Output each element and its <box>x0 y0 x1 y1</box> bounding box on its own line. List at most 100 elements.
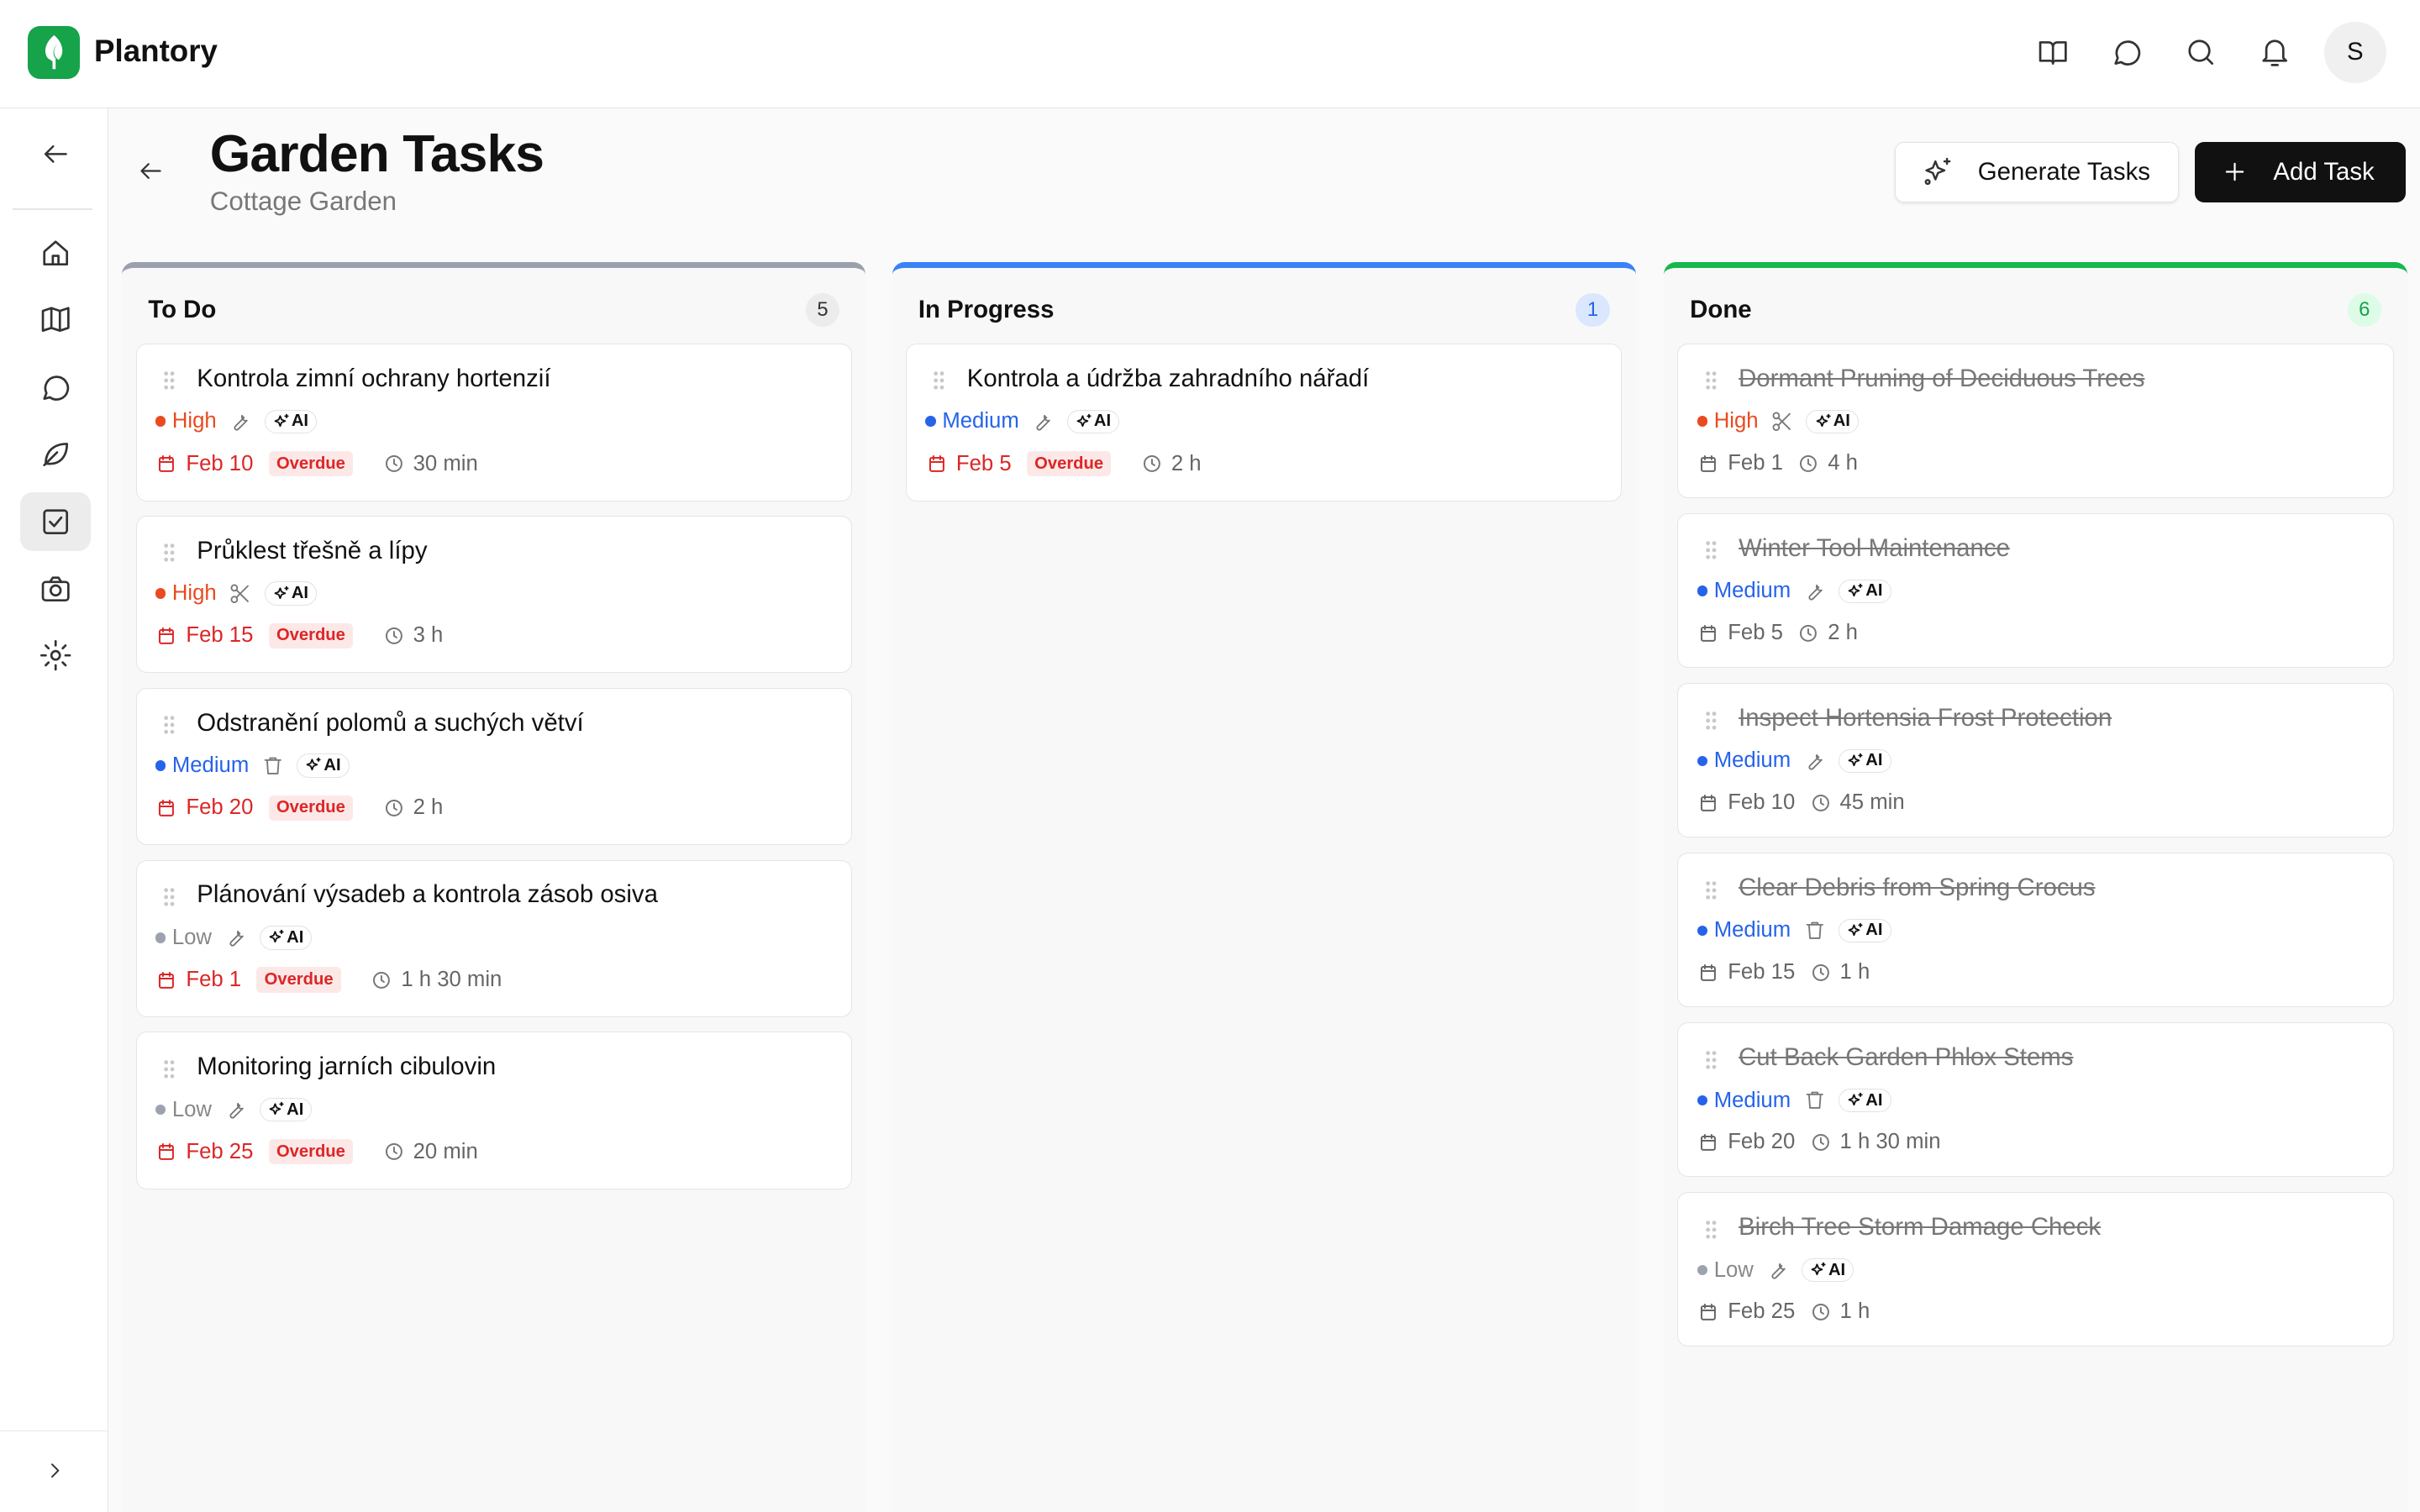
task-title: Kontrola zimní ochrany hortenzií <box>197 365 551 393</box>
column-done: Done 6 Dormant Pruning of Deciduous Tree… <box>1663 262 2408 1512</box>
ai-badge: AI <box>1839 579 1891 604</box>
page-back-icon[interactable] <box>137 157 165 192</box>
message-icon[interactable] <box>2110 35 2144 69</box>
task-card[interactable]: Cut Back Garden Phlox Stems Medium AI Fe… <box>1677 1022 2394 1178</box>
plantory-logo[interactable] <box>28 26 81 79</box>
wrench-icon <box>1808 754 1823 770</box>
avatar[interactable]: S <box>2324 21 2386 84</box>
due-date: Feb 10 <box>1728 790 1796 815</box>
drag-handle-icon[interactable] <box>163 887 176 907</box>
priority-label: Medium <box>1713 579 1791 603</box>
task-title: Birch Tree Storm Damage Check <box>1739 1213 2102 1242</box>
duration: 1 h 30 min <box>1839 1130 1941 1154</box>
priority-label: High <box>1713 409 1759 433</box>
sparkles-icon <box>1848 922 1863 936</box>
due-date: Feb 25 <box>186 1139 254 1163</box>
task-card[interactable]: Průklest třešně a lípy High AI Feb 15 Ov… <box>135 516 852 674</box>
drag-handle-icon[interactable] <box>163 370 176 391</box>
calendar-icon <box>1701 1303 1717 1320</box>
clock-icon <box>1812 963 1829 981</box>
task-card[interactable]: Odstranění polomů a suchých větví Medium… <box>135 687 852 846</box>
duration: 1 h <box>1839 1299 1870 1324</box>
sparkles-icon <box>1848 583 1863 596</box>
clock-icon <box>1812 794 1829 811</box>
ai-badge: AI <box>297 753 350 778</box>
priority-dot <box>155 416 166 428</box>
priority-dot <box>1697 1095 1708 1106</box>
task-card[interactable]: Dormant Pruning of Deciduous Trees High … <box>1677 344 2394 498</box>
drag-handle-icon[interactable] <box>1705 711 1718 731</box>
bell-icon[interactable] <box>2258 35 2291 69</box>
task-card[interactable]: Kontrola a údržba zahradního nářadí Medi… <box>906 344 1623 501</box>
column-title: Done <box>1690 296 1752 324</box>
sparkles-icon <box>269 929 284 943</box>
sidebar-item-tasks[interactable] <box>19 491 92 551</box>
task-card[interactable]: Monitoring jarních cibulovin Low AI Feb … <box>135 1032 852 1189</box>
ai-badge: AI <box>264 409 318 434</box>
priority-label: Low <box>171 1097 212 1121</box>
column-title: In Progress <box>918 296 1055 324</box>
overdue-badge: Overdue <box>268 1139 354 1165</box>
task-card[interactable]: Winter Tool Maintenance Medium AI Feb 5 … <box>1677 513 2394 668</box>
task-card[interactable]: Plánování výsadeb a kontrola zásob osiva… <box>135 859 852 1017</box>
sparkles-icon <box>274 413 289 427</box>
drag-handle-icon[interactable] <box>1705 540 1718 560</box>
sidebar-item-camera[interactable] <box>20 560 91 619</box>
due-date: Feb 10 <box>186 451 254 475</box>
camera-icon <box>41 576 70 602</box>
scissors-icon <box>230 584 250 603</box>
calendar-icon <box>159 971 175 989</box>
drag-handle-icon[interactable] <box>163 1059 176 1079</box>
ai-badge: AI <box>259 1097 313 1122</box>
ai-badge: AI <box>1066 409 1120 434</box>
calendar-icon <box>159 455 175 473</box>
sidebar-item-home[interactable] <box>20 223 91 282</box>
ai-badge: AI <box>1839 748 1891 774</box>
due-date: Feb 25 <box>1728 1299 1796 1324</box>
search-icon[interactable] <box>2184 35 2217 69</box>
clock-icon <box>385 1143 402 1161</box>
leaf-icon <box>43 442 68 466</box>
task-card[interactable]: Birch Tree Storm Damage Check Low AI Feb… <box>1677 1192 2394 1347</box>
drag-handle-icon[interactable] <box>163 715 176 735</box>
priority-label: Low <box>1713 1257 1754 1282</box>
expand-chevron-icon[interactable] <box>20 1441 91 1499</box>
sidebar-item-settings[interactable] <box>20 627 91 685</box>
task-card[interactable]: Clear Debris from Spring Crocus Medium A… <box>1677 853 2394 1007</box>
task-card[interactable]: Inspect Hortensia Frost Protection Mediu… <box>1677 683 2394 837</box>
sidebar-item-map[interactable] <box>20 290 91 349</box>
clock-icon <box>385 627 402 644</box>
due-date: Feb 5 <box>1728 620 1783 644</box>
add-task-button[interactable]: Add Task <box>2194 141 2407 202</box>
drag-handle-icon[interactable] <box>163 543 176 563</box>
sidebar-item-message[interactable] <box>20 358 91 417</box>
column-title: To Do <box>148 296 217 324</box>
sparkles-icon <box>1811 1262 1826 1276</box>
map-icon <box>41 307 70 332</box>
task-card[interactable]: Kontrola zimní ochrany hortenzií High AI… <box>135 344 852 501</box>
collapse-back-icon[interactable] <box>20 125 91 184</box>
app-name: Plantory <box>94 34 218 69</box>
clock-icon <box>385 799 402 816</box>
drag-handle-icon[interactable] <box>1705 370 1718 391</box>
priority-dot <box>155 932 166 943</box>
overdue-badge: Overdue <box>268 450 354 477</box>
ai-badge: AI <box>1801 1257 1854 1283</box>
book-open-icon[interactable] <box>2036 35 2070 69</box>
generate-tasks-button[interactable]: Generate Tasks <box>1895 141 2180 202</box>
priority-label: Medium <box>1713 918 1791 942</box>
overdue-badge: Overdue <box>256 967 341 993</box>
drag-handle-icon[interactable] <box>1705 880 1718 900</box>
priority-label: High <box>171 581 217 606</box>
drag-handle-icon[interactable] <box>933 370 945 391</box>
priority-label: High <box>171 409 217 433</box>
top-bar: Plantory S <box>0 0 2420 108</box>
due-date: Feb 20 <box>186 795 254 820</box>
sidebar-item-leaf[interactable] <box>20 424 91 483</box>
drag-handle-icon[interactable] <box>1705 1220 1718 1240</box>
drag-handle-icon[interactable] <box>1705 1050 1718 1070</box>
clock-icon <box>1812 1303 1829 1320</box>
priority-dot <box>925 416 936 428</box>
calendar-icon <box>159 799 175 816</box>
duration: 1 h <box>1839 960 1870 984</box>
